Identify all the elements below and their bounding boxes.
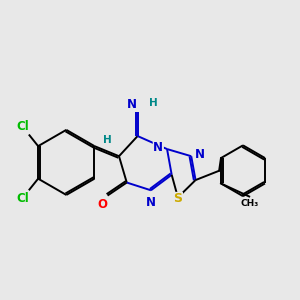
Text: H: H [103,135,112,146]
Text: Cl: Cl [16,120,29,133]
Text: N: N [146,196,156,209]
Text: N: N [153,141,163,154]
Text: O: O [97,198,107,211]
Text: S: S [173,193,182,206]
Text: H: H [149,98,158,108]
Text: Cl: Cl [16,192,29,205]
Text: CH₃: CH₃ [240,199,258,208]
Text: N: N [127,98,137,111]
Text: N: N [195,148,205,161]
